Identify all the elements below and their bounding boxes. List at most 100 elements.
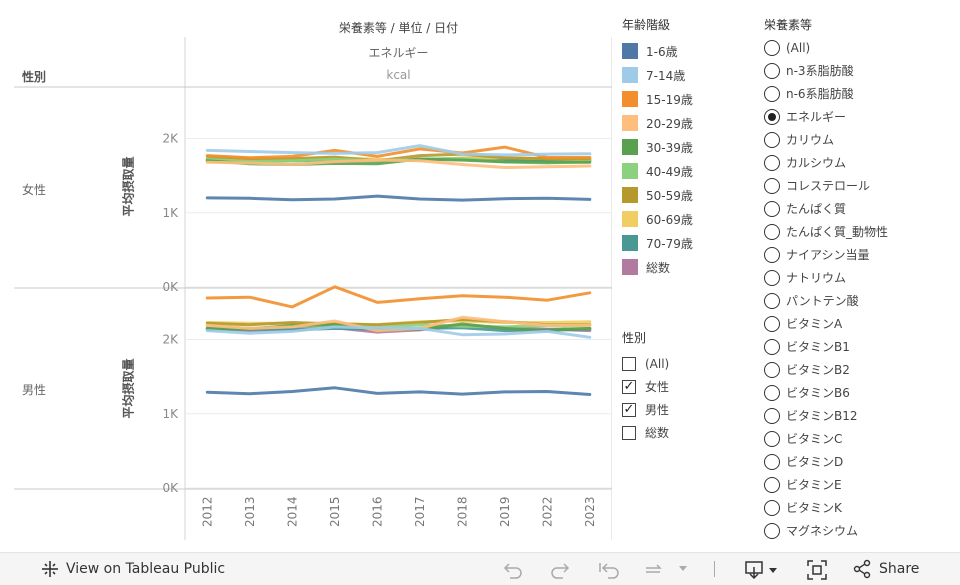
radio-icon[interactable] xyxy=(764,522,780,539)
age-legend-item[interactable]: 30-39歳 xyxy=(622,135,752,159)
nutrient-filter-item[interactable]: (All) xyxy=(764,36,954,59)
view-on-tableau-button[interactable]: View on Tableau Public xyxy=(40,559,225,579)
y-tick-label: 2K xyxy=(162,333,179,347)
radio-icon[interactable] xyxy=(764,476,780,493)
radio-icon[interactable] xyxy=(764,292,780,309)
age-legend: 年齢階級 1-6歳 7-14歳 15-19歳 20-29歳 30-39歳 40-49歳 50… xyxy=(622,16,752,279)
nutrient-filter-item[interactable]: ビタミンB12 xyxy=(764,404,954,427)
age-legend-item[interactable]: 20-29歳 xyxy=(622,111,752,135)
y-tick-label: 0K xyxy=(162,280,179,294)
age-legend-item[interactable]: 15-19歳 xyxy=(622,87,752,111)
age-legend-label: 1-6歳 xyxy=(646,44,678,59)
gender-filter: 性別 (All) ✓ 女性 ✓ 男性 総数 xyxy=(622,329,752,444)
radio-selected-icon[interactable] xyxy=(764,108,780,125)
nutrient-filter-item[interactable]: ビタミンB2 xyxy=(764,358,954,381)
nutrient-filter-item[interactable]: ナイアシン当量 xyxy=(764,243,954,266)
redo-icon[interactable] xyxy=(549,560,571,580)
nutrient-filter-label: カルシウム xyxy=(786,156,847,170)
revert-icon[interactable] xyxy=(597,560,621,580)
nutrient-filter-label: ビタミンB6 xyxy=(786,386,850,400)
nutrient-filter-item[interactable]: ビタミンK xyxy=(764,496,954,519)
radio-icon[interactable] xyxy=(764,453,780,470)
age-legend-item[interactable]: 50-59歳 xyxy=(622,183,752,207)
refresh-icon[interactable] xyxy=(642,560,666,580)
radio-icon[interactable] xyxy=(764,338,780,355)
radio-icon[interactable] xyxy=(764,407,780,424)
gender-filter-item[interactable]: ✓ 女性 xyxy=(622,375,752,398)
checkbox-checked-icon[interactable]: ✓ xyxy=(622,401,636,417)
age-legend-item[interactable]: 70-79歳 xyxy=(622,231,752,255)
nutrient-filter-item[interactable]: マグネシウム xyxy=(764,519,954,542)
undo-icon[interactable] xyxy=(502,560,524,580)
nutrient-filter-item[interactable]: たんぱく質 xyxy=(764,197,954,220)
row-header: 性別 xyxy=(22,70,47,84)
nutrient-filter-item[interactable]: n-3系脂肪酸 xyxy=(764,59,954,82)
gender-filter-label: 女性 xyxy=(645,380,670,394)
series-line-15-19歳 xyxy=(205,285,592,309)
radio-icon[interactable] xyxy=(764,154,780,171)
radio-icon[interactable] xyxy=(764,384,780,401)
share-label: Share xyxy=(879,561,920,577)
radio-icon[interactable] xyxy=(764,200,780,217)
nutrient-filter-item[interactable]: ビタミンD xyxy=(764,450,954,473)
radio-icon[interactable] xyxy=(764,430,780,447)
nutrient-filter-item[interactable]: たんぱく質_動物性 xyxy=(764,220,954,243)
nutrient-filter-label: ビタミンK xyxy=(786,501,842,515)
share-button[interactable]: Share xyxy=(852,559,919,579)
y-tick-label: 0K xyxy=(162,481,179,495)
nutrient-filter-item[interactable]: カリウム xyxy=(764,128,954,151)
nutrient-filter-item[interactable]: ビタミンB6 xyxy=(764,381,954,404)
age-legend-item[interactable]: 7-14歳 xyxy=(622,63,752,87)
nutrient-filter-label: マグネシウム xyxy=(786,524,859,538)
nutrient-filter-label: ビタミンD xyxy=(786,455,844,469)
nutrient-filter-item[interactable]: ビタミンE xyxy=(764,473,954,496)
nutrient-filter-label: ビタミンE xyxy=(786,478,842,492)
radio-icon[interactable] xyxy=(764,361,780,378)
nutrient-filter-item[interactable]: n-6系脂肪酸 xyxy=(764,82,954,105)
gender-filter-item[interactable]: ✓ 男性 xyxy=(622,398,752,421)
nutrient-filter-item[interactable]: ビタミンC xyxy=(764,427,954,450)
radio-icon[interactable] xyxy=(764,223,780,240)
nutrient-filter-label: ナトリウム xyxy=(786,271,847,285)
radio-icon[interactable] xyxy=(764,131,780,148)
gender-filter-item[interactable]: 総数 xyxy=(622,421,752,444)
x-tick-label: 2015 xyxy=(328,496,342,527)
fullscreen-icon[interactable] xyxy=(806,559,828,581)
gender-filter-item[interactable]: (All) xyxy=(622,352,752,375)
checkbox-icon[interactable] xyxy=(622,356,636,371)
radio-icon[interactable] xyxy=(764,62,780,79)
age-legend-label: 7-14歳 xyxy=(646,68,686,83)
checkbox-icon[interactable] xyxy=(622,425,636,440)
age-legend-item[interactable]: 40-49歳 xyxy=(622,159,752,183)
nutrient-filter-item[interactable]: カルシウム xyxy=(764,151,954,174)
series-line-20-29歳 xyxy=(205,158,592,169)
radio-icon[interactable] xyxy=(764,246,780,263)
checkbox-checked-icon[interactable]: ✓ xyxy=(622,378,636,394)
nutrient-filter-item[interactable]: ビタミンA xyxy=(764,312,954,335)
radio-icon[interactable] xyxy=(764,85,780,102)
age-legend-item[interactable]: 総数 xyxy=(622,255,752,279)
radio-icon[interactable] xyxy=(764,269,780,286)
nutrient-filter-item[interactable]: ビタミンB1 xyxy=(764,335,954,358)
nutrient-filter-item[interactable]: ナトリウム xyxy=(764,266,954,289)
x-tick-label: 2016 xyxy=(370,496,384,527)
nutrient-filter-item[interactable]: コレステロール xyxy=(764,174,954,197)
legend-swatch xyxy=(622,163,638,179)
download-icon[interactable] xyxy=(744,559,780,581)
nutrient-filter-label: エネルギー xyxy=(786,110,847,124)
nutrient-filter-item[interactable]: エネルギー xyxy=(764,105,954,128)
x-tick-label: 2019 xyxy=(498,496,512,527)
chevron-down-icon[interactable] xyxy=(678,565,688,573)
nutrient-filter-item[interactable]: パントテン酸 xyxy=(764,289,954,312)
age-legend-item[interactable]: 1-6歳 xyxy=(622,39,752,63)
radio-icon[interactable] xyxy=(764,499,780,516)
nutrient-filter-label: ビタミンC xyxy=(786,432,843,446)
x-tick-label: 2023 xyxy=(583,496,597,527)
radio-icon[interactable] xyxy=(764,177,780,194)
legend-swatch xyxy=(622,91,638,107)
radio-dot xyxy=(768,112,776,121)
legend-swatch xyxy=(622,67,638,83)
age-legend-item[interactable]: 60-69歳 xyxy=(622,207,752,231)
radio-icon[interactable] xyxy=(764,39,780,56)
radio-icon[interactable] xyxy=(764,315,780,332)
